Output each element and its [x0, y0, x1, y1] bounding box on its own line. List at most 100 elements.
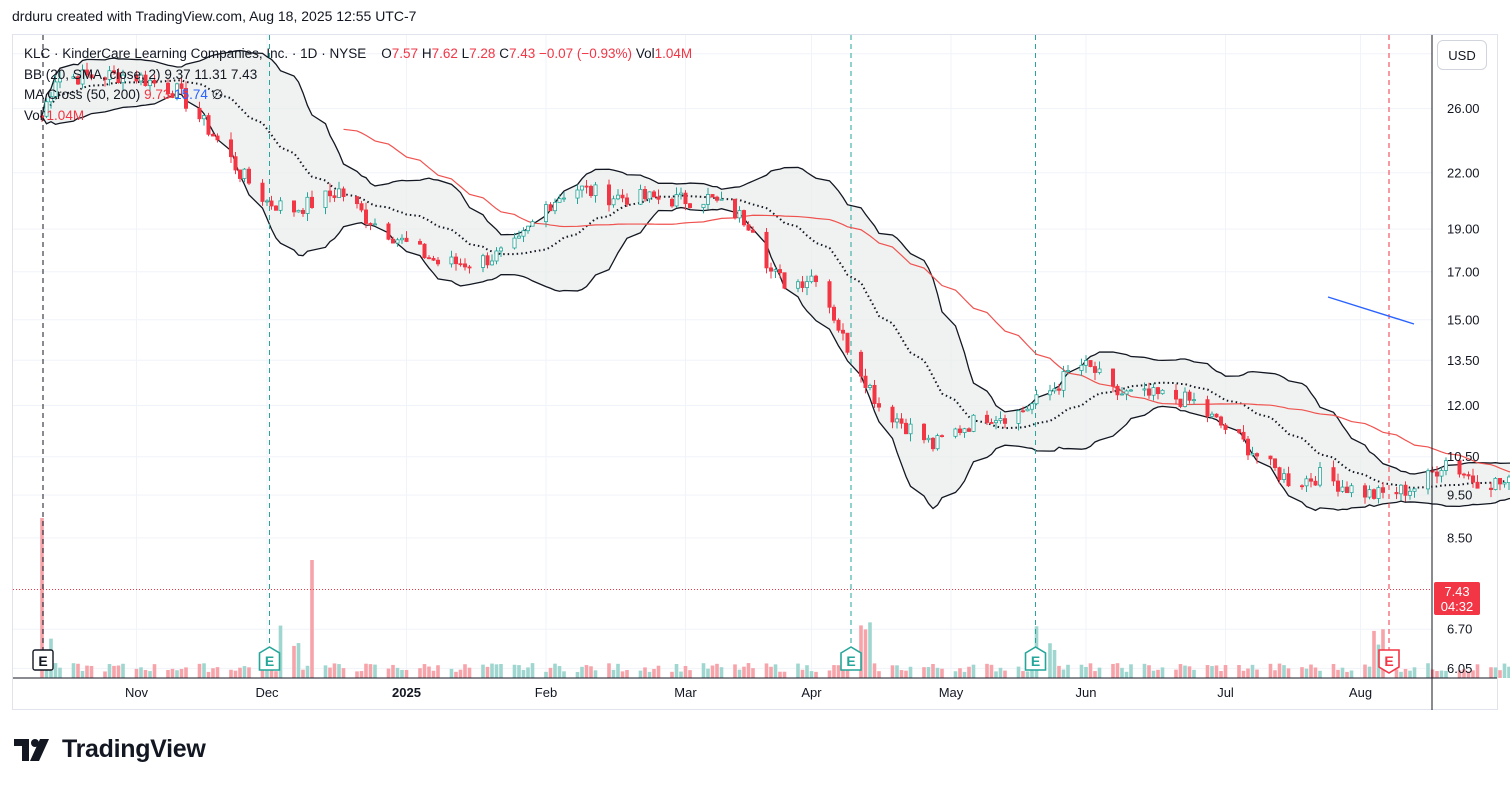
volume-bar [139, 667, 143, 678]
volume-bar [521, 669, 526, 678]
ma50-line [343, 128, 1510, 473]
volume-bar [1088, 663, 1093, 678]
volume-bar [1466, 671, 1471, 678]
candle [688, 202, 693, 209]
volume-bar [899, 670, 904, 678]
volume-bar [1435, 671, 1439, 678]
candle [1462, 472, 1467, 479]
volume-bar [1115, 663, 1120, 678]
candle [134, 70, 139, 84]
candle [1475, 475, 1480, 489]
candle [1079, 358, 1084, 377]
candle [112, 65, 117, 75]
volume-bar [1079, 664, 1084, 678]
volume-bar [877, 671, 881, 678]
earnings-marker-beat[interactable]: E [1024, 646, 1047, 671]
candle [1507, 474, 1510, 490]
volume-bar [1205, 665, 1210, 678]
earnings-marker-beat[interactable]: E [258, 646, 281, 671]
volume-bar [908, 666, 913, 678]
volume-bar [701, 663, 706, 678]
candle [1097, 361, 1102, 375]
candle [143, 70, 148, 87]
volume-bar [202, 663, 206, 678]
volume-bar [481, 664, 485, 678]
candle [273, 205, 278, 211]
candle [309, 190, 314, 209]
candle [1147, 382, 1152, 399]
candle [652, 190, 657, 198]
candle [1124, 389, 1129, 401]
earnings-marker-neutral[interactable]: E [32, 649, 54, 671]
volume-bar [89, 665, 94, 678]
candle [1066, 364, 1071, 375]
volume-bar [1394, 669, 1399, 678]
volume-bar [463, 664, 467, 678]
volume-bar [76, 663, 80, 678]
candle [480, 253, 485, 273]
candle [1151, 383, 1156, 401]
candle [1435, 466, 1440, 484]
volume-bar [935, 667, 940, 678]
earnings-marker-miss[interactable]: E [1378, 649, 1400, 674]
candle [1493, 477, 1498, 491]
volume-bar [674, 664, 679, 678]
candle [962, 427, 967, 438]
tradingview-logo-icon [14, 738, 49, 761]
volume-bar [1097, 667, 1102, 678]
candle [1250, 446, 1255, 457]
volume-bar [1471, 670, 1475, 678]
volume-bar [143, 669, 148, 678]
bar-countdown: 04:32 [1440, 599, 1474, 614]
candle [1286, 466, 1291, 488]
volume-bar [265, 666, 269, 678]
candle [462, 258, 467, 271]
candle [458, 258, 463, 267]
bollinger-basis [41, 79, 1510, 489]
candle [1273, 458, 1278, 471]
y-tick-label: 19.00 [1447, 222, 1480, 237]
candle [868, 383, 873, 391]
candle [926, 434, 931, 443]
volume-bar [206, 671, 211, 678]
volume-bar [337, 664, 341, 678]
candle [1403, 481, 1408, 502]
candle [647, 191, 652, 203]
volume-bar [148, 671, 152, 678]
candle [1246, 436, 1251, 461]
candle [733, 198, 738, 220]
candle [575, 184, 580, 204]
bb-upper: 11.31 [194, 66, 228, 82]
earnings-marker-beat[interactable]: E [840, 646, 862, 671]
candle [485, 252, 490, 269]
volume-bar [526, 667, 530, 678]
volume-bar [746, 663, 751, 678]
candle [368, 222, 373, 231]
candle [1205, 395, 1210, 423]
volume-bar [832, 665, 836, 678]
candle [1016, 409, 1021, 431]
x-tick-label: Nov [125, 685, 149, 700]
candle [1340, 480, 1345, 493]
candle [1156, 386, 1161, 400]
volume-bar [1300, 667, 1304, 678]
bollinger-upper [41, 49, 1510, 475]
candle [467, 265, 472, 274]
interval: 1D [300, 46, 318, 61]
candle [210, 132, 215, 137]
volume-bar [400, 669, 404, 678]
volume-bar [517, 665, 521, 678]
candle [832, 304, 837, 324]
volume-bar [458, 669, 463, 678]
volume-bar [782, 671, 787, 678]
y-tick-label: 10.50 [1447, 449, 1480, 464]
candle [706, 187, 711, 210]
currency-button[interactable]: USD [1437, 40, 1487, 70]
volume-bar [710, 665, 715, 678]
volume-bar [494, 664, 499, 678]
volume-bar [427, 666, 431, 678]
candle [940, 434, 945, 438]
candle [165, 79, 170, 99]
ma-label: MA Cross (50, 200) [24, 87, 141, 102]
